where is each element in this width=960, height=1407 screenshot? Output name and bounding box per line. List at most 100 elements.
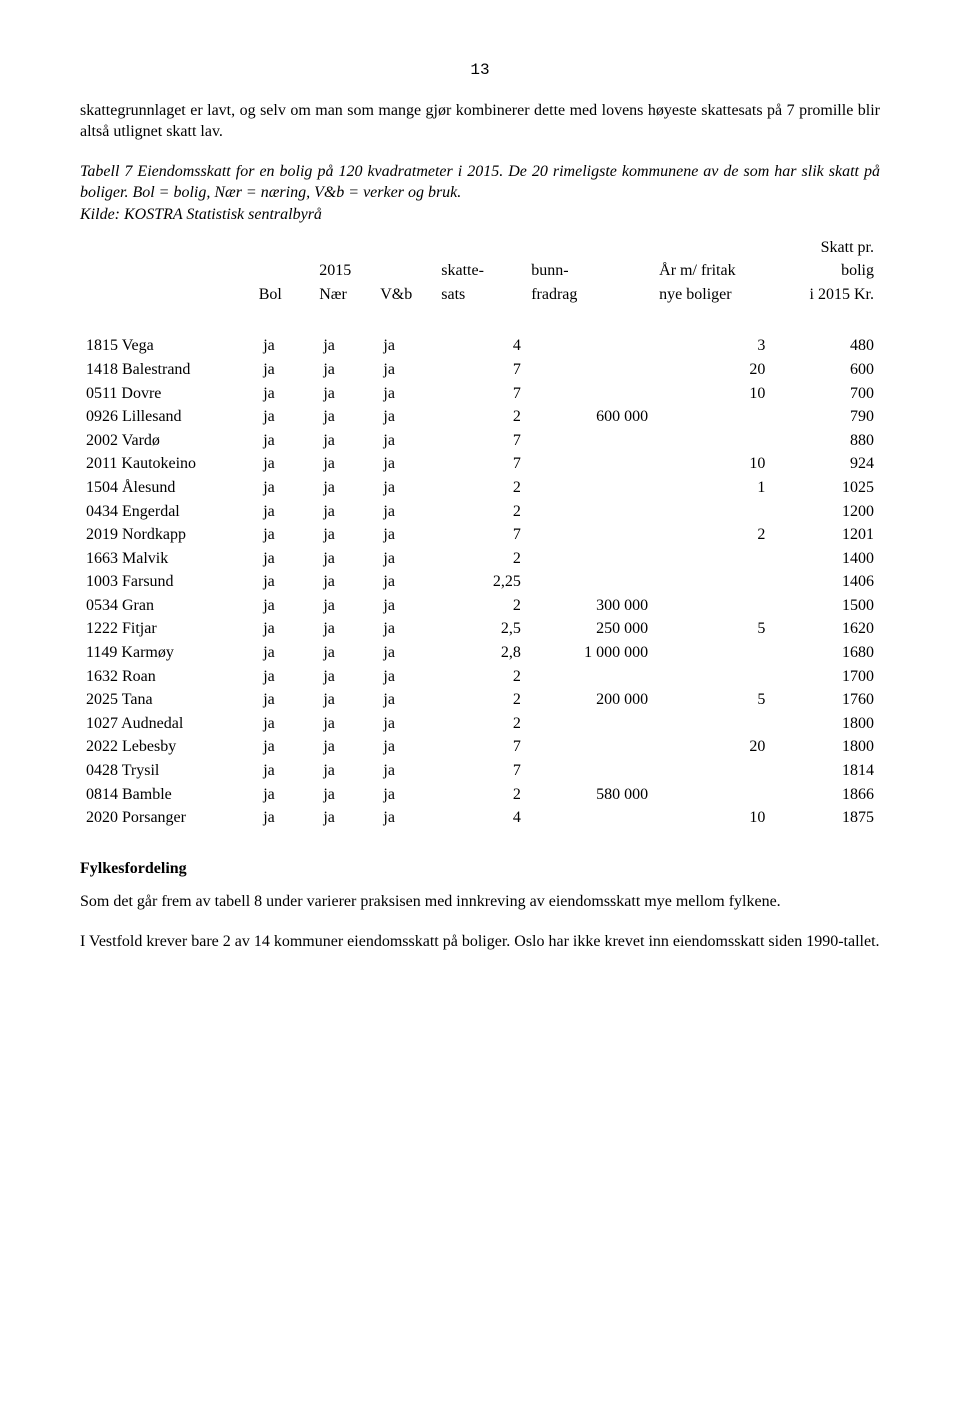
table-cell: 200 000 <box>527 688 654 712</box>
table-cell: ja <box>377 594 437 618</box>
table-cell <box>654 594 771 618</box>
table-cell: 7 <box>437 759 526 783</box>
table-cell: ja <box>257 334 317 358</box>
table-row: 2022 Lebesbyjajaja7201800 <box>80 735 880 759</box>
table-cell: ja <box>257 452 317 476</box>
table-cell: ja <box>377 570 437 594</box>
table-cell: ja <box>257 547 317 571</box>
table-cell: ja <box>317 500 377 524</box>
table-cell: 1800 <box>771 735 880 759</box>
data-table: 1815 Vegajajaja434801418 Balestrandjajaj… <box>80 334 880 829</box>
table-cell: ja <box>377 783 437 807</box>
table-cell: 5 <box>654 617 771 641</box>
table-cell: 1815 Vega <box>80 334 257 358</box>
table-cell <box>527 665 654 689</box>
table-cell: 2025 Tana <box>80 688 257 712</box>
table-header: Skatt pr. 2015 skatte- bunn- År m/ frita… <box>80 236 880 307</box>
paragraph-3: I Vestfold krever bare 2 av 14 kommuner … <box>80 931 880 953</box>
table-cell: 10 <box>654 452 771 476</box>
table-cell: ja <box>257 617 317 641</box>
table-cell: 2011 Kautokeino <box>80 452 257 476</box>
table-cell: ja <box>257 570 317 594</box>
intro-paragraph: skattegrunnlaget er lavt, og selv om man… <box>80 100 880 143</box>
table-row: 1003 Farsundjajaja2,251406 <box>80 570 880 594</box>
table-cell: 1406 <box>771 570 880 594</box>
table-cell: ja <box>257 783 317 807</box>
table-cell: 2 <box>437 594 526 618</box>
table-cell: 600 <box>771 358 880 382</box>
table-cell <box>527 476 654 500</box>
table-cell: 2,8 <box>437 641 526 665</box>
table-cell <box>654 759 771 783</box>
table-cell: ja <box>377 547 437 571</box>
table-cell: ja <box>317 735 377 759</box>
table-cell: ja <box>317 547 377 571</box>
table-row: 1815 Vegajajaja43480 <box>80 334 880 358</box>
table-cell: 5 <box>654 688 771 712</box>
header-skatte-bot: sats <box>435 283 525 307</box>
table-cell: 1418 Balestrand <box>80 358 257 382</box>
table-cell: 7 <box>437 735 526 759</box>
table-cell: ja <box>257 500 317 524</box>
table-cell: ja <box>377 452 437 476</box>
table-cell: 20 <box>654 735 771 759</box>
table-cell: ja <box>377 735 437 759</box>
table-row: 1418 Balestrandjajaja720600 <box>80 358 880 382</box>
table-cell: 300 000 <box>527 594 654 618</box>
table-row: 1504 Ålesundjajaja211025 <box>80 476 880 500</box>
table-row: 2019 Nordkappjajaja721201 <box>80 523 880 547</box>
table-cell: ja <box>317 641 377 665</box>
table-cell: ja <box>377 688 437 712</box>
table-cell: ja <box>317 759 377 783</box>
table-cell: 1201 <box>771 523 880 547</box>
table-cell <box>527 806 654 830</box>
table-cell: ja <box>377 759 437 783</box>
table-cell: 1003 Farsund <box>80 570 257 594</box>
table-cell: ja <box>377 806 437 830</box>
table-cell: 600 000 <box>527 405 654 429</box>
table-cell: ja <box>377 665 437 689</box>
table-cell: ja <box>377 429 437 453</box>
table-row: 0926 Lillesandjajaja2600 000790 <box>80 405 880 429</box>
caption-line-2: Kilde: KOSTRA Statistisk sentralbyrå <box>80 206 322 223</box>
table-cell <box>527 500 654 524</box>
table-cell <box>527 382 654 406</box>
table-cell: ja <box>377 476 437 500</box>
table-cell <box>654 665 771 689</box>
table-row: 2002 Vardøjajaja7880 <box>80 429 880 453</box>
table-cell: ja <box>257 405 317 429</box>
table-cell: ja <box>257 429 317 453</box>
table-cell: 2 <box>437 688 526 712</box>
table-cell: 1222 Fitjar <box>80 617 257 641</box>
table-cell: 0511 Dovre <box>80 382 257 406</box>
table-cell: ja <box>257 382 317 406</box>
header-bunn-top: bunn- <box>525 259 653 283</box>
table-cell: ja <box>377 358 437 382</box>
table-cell: 4 <box>437 334 526 358</box>
table-row: 0814 Bamblejajaja2580 0001866 <box>80 783 880 807</box>
table-cell: 2 <box>437 476 526 500</box>
table-cell: 1504 Ålesund <box>80 476 257 500</box>
table-cell: ja <box>317 452 377 476</box>
table-cell <box>654 429 771 453</box>
table-cell: 1663 Malvik <box>80 547 257 571</box>
table-cell <box>527 712 654 736</box>
table-cell: 480 <box>771 334 880 358</box>
table-cell: 1866 <box>771 783 880 807</box>
table-cell: 7 <box>437 429 526 453</box>
table-cell: ja <box>377 500 437 524</box>
table-cell: 0428 Trysil <box>80 759 257 783</box>
table-cell: 1632 Roan <box>80 665 257 689</box>
table-cell: ja <box>257 806 317 830</box>
table-cell <box>654 783 771 807</box>
header-vb: V&b <box>374 283 435 307</box>
table-cell: ja <box>317 476 377 500</box>
table-cell: 0814 Bamble <box>80 783 257 807</box>
table-cell: 1700 <box>771 665 880 689</box>
header-bunn-bot: fradrag <box>525 283 653 307</box>
table-cell: 580 000 <box>527 783 654 807</box>
table-cell: 880 <box>771 429 880 453</box>
table-cell: 924 <box>771 452 880 476</box>
table-cell <box>527 735 654 759</box>
table-cell: 2 <box>437 500 526 524</box>
